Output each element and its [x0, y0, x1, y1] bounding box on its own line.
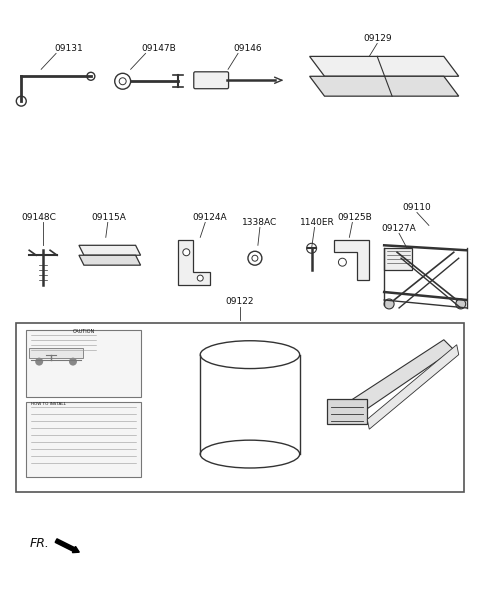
Circle shape — [35, 358, 43, 366]
FancyBboxPatch shape — [194, 72, 228, 89]
Text: 09146: 09146 — [234, 44, 262, 53]
Circle shape — [87, 72, 95, 81]
Polygon shape — [179, 240, 210, 285]
Circle shape — [69, 358, 77, 366]
Bar — [16, 323, 464, 492]
Bar — [26, 330, 141, 397]
Circle shape — [248, 251, 262, 265]
Polygon shape — [310, 76, 459, 96]
Bar — [327, 400, 367, 424]
Polygon shape — [79, 255, 141, 265]
Text: 09115A: 09115A — [91, 213, 126, 222]
Text: 09124A: 09124A — [193, 213, 228, 222]
Text: CAUTION: CAUTION — [73, 329, 95, 334]
Polygon shape — [367, 345, 459, 429]
Polygon shape — [329, 340, 454, 424]
Circle shape — [384, 299, 394, 309]
Polygon shape — [79, 245, 141, 255]
Circle shape — [456, 299, 466, 309]
Text: 1140ER: 1140ER — [300, 218, 335, 227]
Text: HOW TO INSTALL: HOW TO INSTALL — [31, 403, 66, 406]
Polygon shape — [310, 56, 459, 76]
Bar — [26, 403, 141, 477]
Ellipse shape — [200, 440, 300, 468]
Polygon shape — [335, 240, 369, 280]
Text: 09148C: 09148C — [22, 213, 57, 222]
Ellipse shape — [200, 341, 300, 369]
Text: 09125B: 09125B — [337, 213, 372, 222]
Text: 1338AC: 1338AC — [242, 218, 277, 227]
Text: 09122: 09122 — [226, 297, 254, 307]
Circle shape — [252, 255, 258, 261]
Circle shape — [307, 243, 316, 253]
Text: FR.: FR. — [29, 537, 49, 550]
Text: 09131: 09131 — [55, 44, 84, 53]
Circle shape — [16, 96, 26, 106]
Text: 09110: 09110 — [403, 203, 432, 212]
Circle shape — [183, 249, 190, 256]
Polygon shape — [29, 348, 83, 358]
FancyArrow shape — [55, 539, 79, 553]
Circle shape — [338, 258, 347, 266]
Bar — [384, 248, 412, 270]
Circle shape — [197, 275, 203, 281]
Text: 09129: 09129 — [363, 34, 392, 43]
Text: 09127A: 09127A — [382, 224, 417, 233]
Circle shape — [115, 73, 131, 89]
Text: 09147B: 09147B — [141, 44, 176, 53]
Circle shape — [119, 78, 126, 85]
